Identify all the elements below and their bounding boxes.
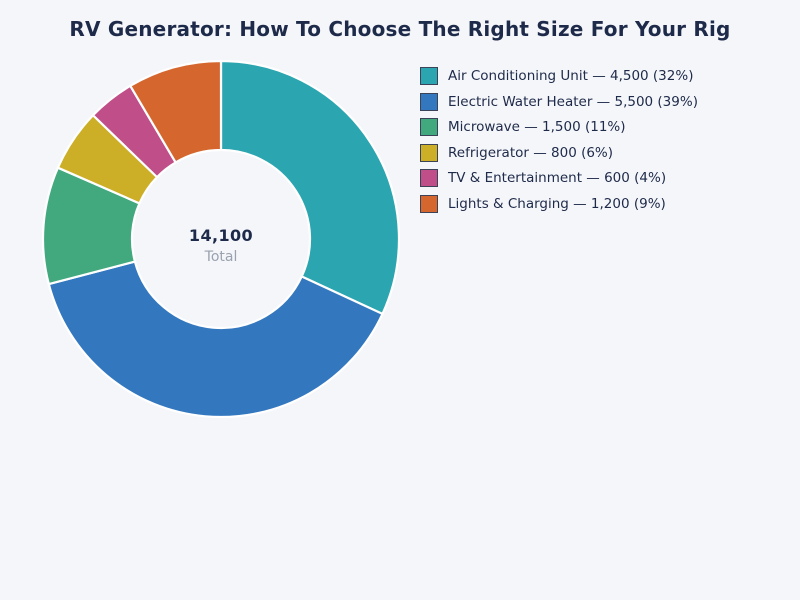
legend-item: TV & Entertainment — 600 (4%) <box>420 169 698 187</box>
legend-swatch-icon <box>420 92 438 111</box>
donut-slice-electric-water-heater <box>47 260 384 419</box>
legend-swatch-icon <box>420 118 438 136</box>
legend-item: Refrigerator — 800 (6%) <box>420 143 698 162</box>
legend-item: Lights & Charging — 1,200 (9%) <box>420 194 698 213</box>
legend-label: Refrigerator — 800 (6%) <box>448 144 614 161</box>
donut-chart <box>21 39 421 439</box>
legend-item: Microwave — 1,500 (11%) <box>420 118 698 136</box>
chart-title: RV Generator: How To Choose The Right Si… <box>69 17 731 41</box>
donut-slice-lights-charging <box>129 59 223 164</box>
legend-swatch-icon <box>420 143 438 162</box>
legend-swatch-icon <box>420 194 438 213</box>
legend-item: Electric Water Heater — 5,500 (39%) <box>420 92 698 111</box>
legend-item: Air Conditioning Unit — 4,500 (32%) <box>420 67 698 85</box>
legend-swatch-icon <box>420 169 438 187</box>
donut-svg <box>41 59 401 419</box>
donut-slice-air-conditioning-unit <box>219 59 401 316</box>
legend-label: Electric Water Heater — 5,500 (39%) <box>448 93 698 110</box>
legend-label: Lights & Charging — 1,200 (9%) <box>448 195 666 212</box>
legend-swatch-icon <box>420 67 438 85</box>
legend-label: TV & Entertainment — 600 (4%) <box>448 170 667 186</box>
legend: Air Conditioning Unit — 4,500 (32%) Elec… <box>420 67 698 220</box>
legend-label: Microwave — 1,500 (11%) <box>448 119 626 135</box>
legend-label: Air Conditioning Unit — 4,500 (32%) <box>448 68 694 84</box>
